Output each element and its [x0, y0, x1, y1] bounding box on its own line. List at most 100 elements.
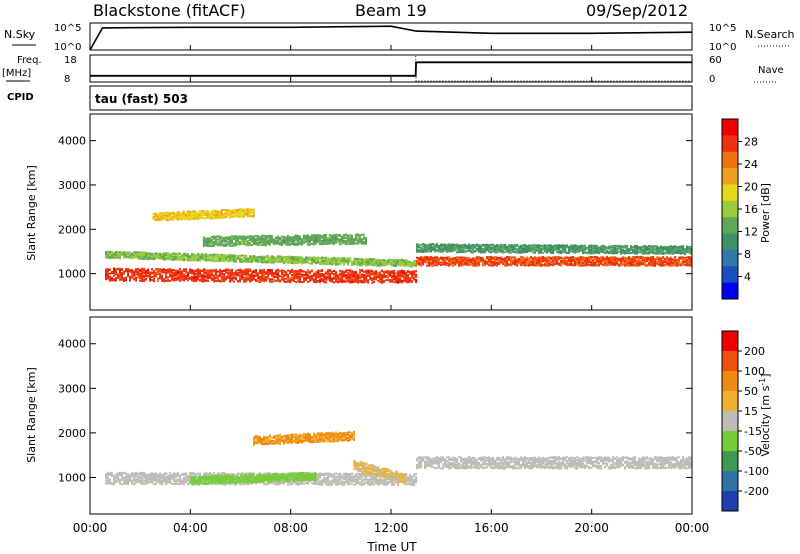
power-cell — [201, 255, 204, 258]
power-cell — [154, 217, 157, 220]
power-cell — [209, 253, 212, 256]
power-cell — [165, 279, 168, 282]
power-cell — [235, 258, 238, 260]
power-cell — [339, 258, 342, 261]
power-cell — [169, 279, 172, 282]
power-cell — [312, 235, 315, 238]
power-cell — [189, 268, 192, 271]
power-cell — [264, 235, 267, 238]
power-cell — [299, 280, 302, 282]
power-cell — [223, 277, 226, 280]
power-cell — [283, 271, 286, 273]
power-cell — [373, 274, 376, 277]
power-cell — [379, 260, 382, 263]
power-cell — [231, 277, 234, 280]
power-cell — [219, 280, 222, 283]
power-cell — [448, 260, 451, 262]
power-cell — [189, 276, 192, 279]
power-cell — [131, 274, 134, 277]
power-cell — [375, 261, 378, 264]
power-cell — [217, 270, 220, 273]
power-cell — [385, 279, 388, 282]
power-cell — [207, 257, 210, 260]
power-cell — [377, 271, 380, 274]
power-cell — [346, 240, 349, 243]
power-cell — [428, 264, 431, 267]
power-cell — [119, 272, 121, 275]
power-cell — [213, 253, 216, 256]
power-cell — [187, 257, 190, 260]
power-cell — [367, 279, 370, 282]
power-cell — [369, 271, 372, 273]
power-cell — [186, 214, 189, 217]
power-cell — [250, 235, 253, 238]
power-cell — [233, 260, 236, 263]
power-cell — [204, 212, 207, 214]
power-cell — [452, 262, 455, 265]
power-cell — [133, 275, 136, 277]
power-cell — [137, 276, 140, 279]
power-cell — [247, 276, 250, 279]
power-cell — [208, 240, 211, 243]
power-cell — [119, 267, 121, 270]
power-cell — [383, 259, 386, 262]
power-cell — [207, 274, 210, 277]
power-cell — [239, 271, 242, 274]
power-cell — [119, 251, 121, 254]
power-cell — [207, 259, 210, 262]
power-cell — [341, 271, 344, 274]
power-cell — [243, 260, 246, 263]
power-cell — [133, 272, 136, 275]
power-cell — [151, 268, 154, 271]
power-cell — [297, 271, 300, 274]
power-cell — [143, 267, 146, 270]
power-cell — [241, 258, 244, 261]
power-cell — [195, 255, 198, 258]
power-cell — [197, 253, 200, 256]
nsearch-tick-low: 10^0 — [709, 42, 736, 53]
power-cell — [125, 278, 127, 281]
power-cell — [141, 270, 144, 273]
power-cell — [454, 258, 457, 261]
power-cell — [389, 274, 392, 276]
power-cell — [395, 281, 398, 284]
power-cell — [236, 212, 239, 215]
power-cell — [279, 259, 282, 261]
power-cell — [211, 269, 214, 272]
power-cell — [300, 242, 303, 245]
power-cell — [349, 281, 352, 284]
power-cell — [249, 261, 252, 264]
power-cell — [267, 277, 270, 280]
power-cell — [312, 234, 315, 237]
power-cell — [319, 274, 322, 277]
power-cell — [203, 276, 206, 279]
power-cell — [212, 242, 215, 245]
power-cell — [355, 260, 358, 263]
power-cell — [117, 275, 119, 277]
power-cell — [327, 270, 330, 273]
power-cell — [430, 257, 433, 260]
power-cell — [270, 237, 273, 240]
power-cell — [214, 239, 217, 242]
power-cell — [405, 259, 408, 262]
power-cell — [270, 241, 273, 244]
power-cell — [229, 274, 232, 277]
power-cell — [229, 271, 232, 274]
power-cell — [325, 272, 328, 275]
power-cell — [250, 238, 253, 241]
power-cell — [249, 259, 252, 262]
power-cell — [261, 273, 264, 276]
power-cell — [199, 271, 202, 274]
power-cell — [403, 279, 406, 282]
power-cell — [251, 278, 254, 281]
power-cell — [362, 236, 365, 239]
power-cell — [340, 236, 343, 239]
power-cell — [211, 257, 214, 260]
power-cell — [105, 271, 107, 274]
power-cell — [243, 269, 246, 272]
power-cell — [223, 273, 226, 276]
power-cell — [308, 236, 311, 238]
power-cell — [193, 275, 196, 277]
power-cell — [301, 269, 304, 272]
power-cell — [223, 254, 226, 257]
